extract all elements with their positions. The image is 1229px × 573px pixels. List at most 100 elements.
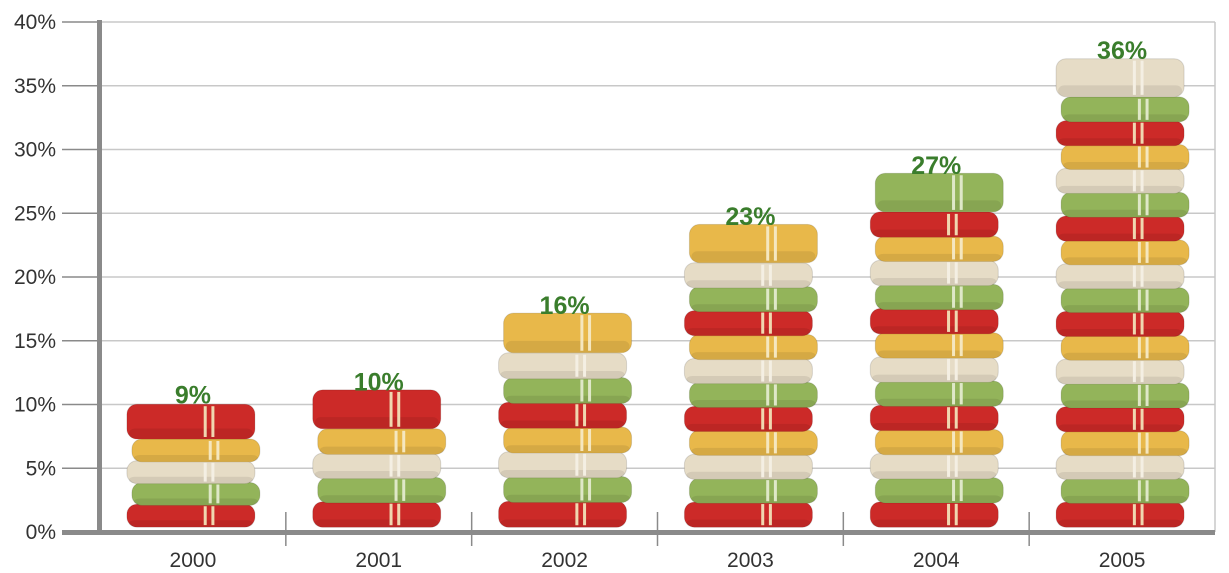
y-axis-line bbox=[97, 20, 102, 534]
towel-shadow bbox=[691, 399, 816, 408]
towel-stripe bbox=[1132, 60, 1136, 95]
towel-stripe bbox=[773, 480, 777, 502]
towel-stripe bbox=[1140, 60, 1144, 95]
green-towel bbox=[874, 172, 1004, 213]
towel-shadow bbox=[319, 495, 444, 503]
towel-stripe bbox=[397, 391, 401, 427]
y-tick-label: 35% bbox=[14, 75, 56, 98]
towel-stripe bbox=[959, 479, 963, 502]
towel-stripe bbox=[1140, 170, 1144, 192]
red-towel bbox=[312, 389, 442, 430]
towel-stripe bbox=[208, 441, 212, 460]
data-label: 10% bbox=[354, 369, 404, 397]
towel-stripe bbox=[1145, 384, 1149, 406]
towel-stripe bbox=[768, 504, 772, 526]
x-tick-label: 2004 bbox=[913, 549, 960, 572]
towel-shadow bbox=[500, 370, 625, 379]
towel-stripe bbox=[1132, 170, 1136, 192]
towel-shadow bbox=[314, 417, 439, 429]
towel-stripe bbox=[959, 238, 963, 260]
towel-stripe bbox=[954, 310, 958, 332]
towel-stripe bbox=[575, 354, 579, 377]
towel-stripe bbox=[768, 360, 772, 382]
towel-shadow bbox=[691, 447, 816, 455]
towel-stripe bbox=[1132, 408, 1136, 430]
towel-shadow bbox=[1058, 328, 1183, 336]
towel-stripe bbox=[959, 286, 963, 308]
towel-stripe bbox=[947, 262, 951, 284]
towel-stripe bbox=[1137, 432, 1141, 454]
towel-shadow bbox=[872, 519, 997, 527]
towel-shadow bbox=[877, 350, 1002, 358]
towel-stripe bbox=[1137, 289, 1141, 311]
towel-shadow bbox=[691, 251, 816, 262]
towel-stripe bbox=[1132, 218, 1136, 240]
towel-stripe bbox=[583, 404, 587, 427]
towel-stripe bbox=[954, 358, 958, 381]
towel-stripe bbox=[766, 226, 770, 261]
towel-shadow bbox=[872, 471, 997, 479]
towel-stripe bbox=[1145, 337, 1149, 359]
towel-stripe bbox=[1145, 194, 1149, 216]
towel-stripe bbox=[959, 334, 963, 357]
towel-shadow bbox=[691, 495, 816, 503]
towel-shadow bbox=[314, 519, 439, 527]
towel-stripe bbox=[1132, 313, 1136, 335]
towel-shadow bbox=[505, 340, 630, 352]
towel-shadow bbox=[500, 519, 625, 527]
towel-stripe bbox=[959, 383, 963, 405]
towel-stripe bbox=[1140, 218, 1144, 240]
towel-stripe bbox=[954, 262, 958, 284]
towel-shadow bbox=[128, 476, 253, 484]
towel-stripe bbox=[766, 336, 770, 358]
x-tick-label: 2002 bbox=[541, 549, 588, 572]
towel-shadow bbox=[877, 398, 1002, 406]
towel-stripe bbox=[203, 506, 207, 526]
towel-stripe bbox=[1137, 337, 1141, 359]
towel-shadow bbox=[686, 471, 811, 479]
towel-shadow bbox=[686, 328, 811, 336]
towel-stripe bbox=[389, 503, 393, 526]
towel-stripe bbox=[389, 455, 393, 477]
towel-stripe bbox=[773, 432, 777, 454]
towel-stripe bbox=[1132, 456, 1136, 478]
gridlines bbox=[100, 21, 1215, 469]
towel-stripe bbox=[1132, 504, 1136, 526]
towel-shadow bbox=[686, 376, 811, 384]
towel-stripe bbox=[575, 404, 579, 427]
towel-shadow bbox=[691, 304, 816, 312]
yellow-towel bbox=[503, 312, 633, 354]
y-axis-ticks: 0% 5% 10% 15% 20% 25% 30% 35% 40% bbox=[14, 11, 100, 544]
towel-stripe bbox=[954, 455, 958, 477]
towel-stripe bbox=[211, 462, 215, 482]
x-tick-label: 2000 bbox=[170, 549, 217, 572]
towel-shadow bbox=[1058, 471, 1183, 480]
cream-towel bbox=[1055, 58, 1185, 98]
towel-stripe bbox=[773, 336, 777, 358]
towel-stripe bbox=[766, 288, 770, 310]
bar bbox=[498, 312, 633, 528]
towel-shadow bbox=[1063, 400, 1188, 408]
towel-stripe bbox=[1140, 265, 1144, 287]
towel-stripe bbox=[1140, 122, 1144, 144]
data-label: 16% bbox=[540, 292, 590, 320]
towel-stripe bbox=[575, 503, 579, 526]
bar bbox=[683, 223, 818, 528]
towel-stripe bbox=[761, 408, 765, 430]
towel-shadow bbox=[128, 520, 253, 527]
towel-shadow bbox=[1063, 209, 1188, 217]
towel-stripe bbox=[761, 360, 765, 382]
y-tick-label: 10% bbox=[14, 394, 56, 417]
towel-stripe bbox=[397, 503, 401, 526]
y-tick-label: 30% bbox=[14, 139, 56, 162]
towel-stripe bbox=[216, 441, 220, 460]
x-tick-label: 2005 bbox=[1099, 549, 1146, 572]
towel-stripe bbox=[954, 407, 958, 429]
towel-stripe bbox=[761, 312, 765, 334]
data-label: 9% bbox=[175, 381, 211, 409]
red-towel bbox=[869, 211, 999, 238]
towel-stripe bbox=[1140, 313, 1144, 335]
towel-shadow bbox=[1063, 305, 1188, 313]
towel-shadow bbox=[1063, 448, 1188, 456]
